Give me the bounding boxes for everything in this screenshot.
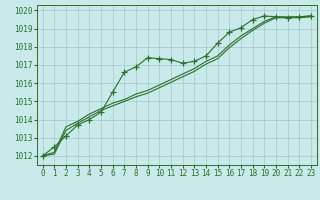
- Text: Graphe pression niveau de la mer (hPa): Graphe pression niveau de la mer (hPa): [58, 182, 262, 192]
